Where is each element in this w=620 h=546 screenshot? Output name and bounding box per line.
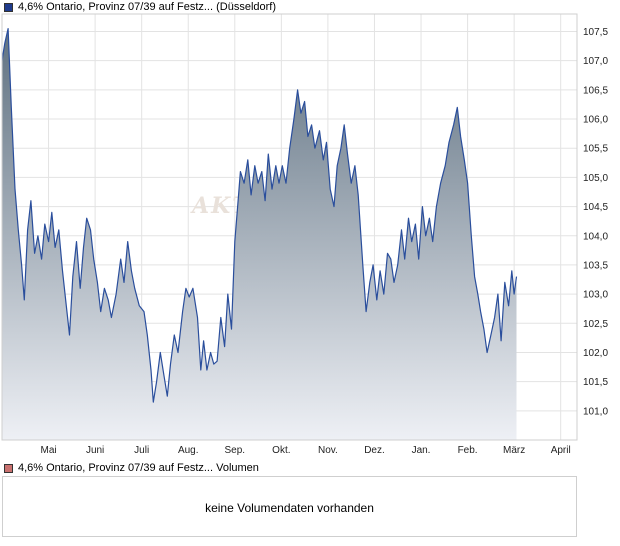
- volume-empty-message: keine Volumendaten vorhanden: [205, 501, 374, 515]
- x-tick-label: April: [551, 445, 571, 456]
- x-tick-label: Sep.: [225, 445, 246, 456]
- y-tick-label: 106,5: [583, 85, 608, 96]
- volume-legend: 4,6% Ontario, Provinz 07/39 auf Festz...…: [4, 461, 259, 475]
- price-legend-label: 4,6% Ontario, Provinz 07/39 auf Festz...…: [18, 1, 277, 13]
- y-tick-label: 104,5: [583, 202, 608, 213]
- x-tick-label: Feb.: [458, 445, 478, 456]
- y-tick-label: 105,0: [583, 173, 608, 184]
- y-tick-label: 106,0: [583, 115, 608, 126]
- x-tick-label: Dez.: [364, 445, 385, 456]
- x-tick-label: Jan.: [412, 445, 431, 456]
- y-tick-label: 102,0: [583, 348, 608, 359]
- x-tick-label: Aug.: [178, 445, 199, 456]
- x-tick-label: Mai: [40, 445, 56, 456]
- price-area-fill: [2, 28, 517, 440]
- y-tick-label: 104,0: [583, 231, 608, 242]
- volume-legend-swatch: [4, 463, 13, 473]
- y-tick-label: 103,0: [583, 290, 608, 301]
- y-tick-label: 105,5: [583, 144, 608, 155]
- volume-panel: keine Volumendaten vorhanden: [2, 476, 577, 537]
- x-tick-label: Okt.: [272, 445, 290, 456]
- price-series-line: [2, 28, 518, 403]
- x-tick-label: Juni: [86, 445, 104, 456]
- x-tick-label: März: [503, 445, 525, 456]
- x-tick-label: Nov.: [318, 445, 338, 456]
- y-tick-label: 107,5: [583, 27, 608, 38]
- x-tick-label: Juli: [134, 445, 149, 456]
- y-tick-label: 103,5: [583, 260, 608, 271]
- y-tick-label: 107,0: [583, 56, 608, 67]
- y-tick-label: 101,5: [583, 377, 608, 388]
- volume-legend-label: 4,6% Ontario, Provinz 07/39 auf Festz...…: [18, 462, 259, 474]
- plot-area-border: [1, 13, 578, 441]
- price-legend: 4,6% Ontario, Provinz 07/39 auf Festz...…: [4, 0, 276, 14]
- price-chart: AKTI 101,0101,5102,0102,5103,0103,5104,0…: [1, 13, 608, 456]
- price-legend-swatch: [4, 2, 13, 12]
- y-tick-label: 101,0: [583, 406, 608, 417]
- y-tick-label: 102,5: [583, 319, 608, 330]
